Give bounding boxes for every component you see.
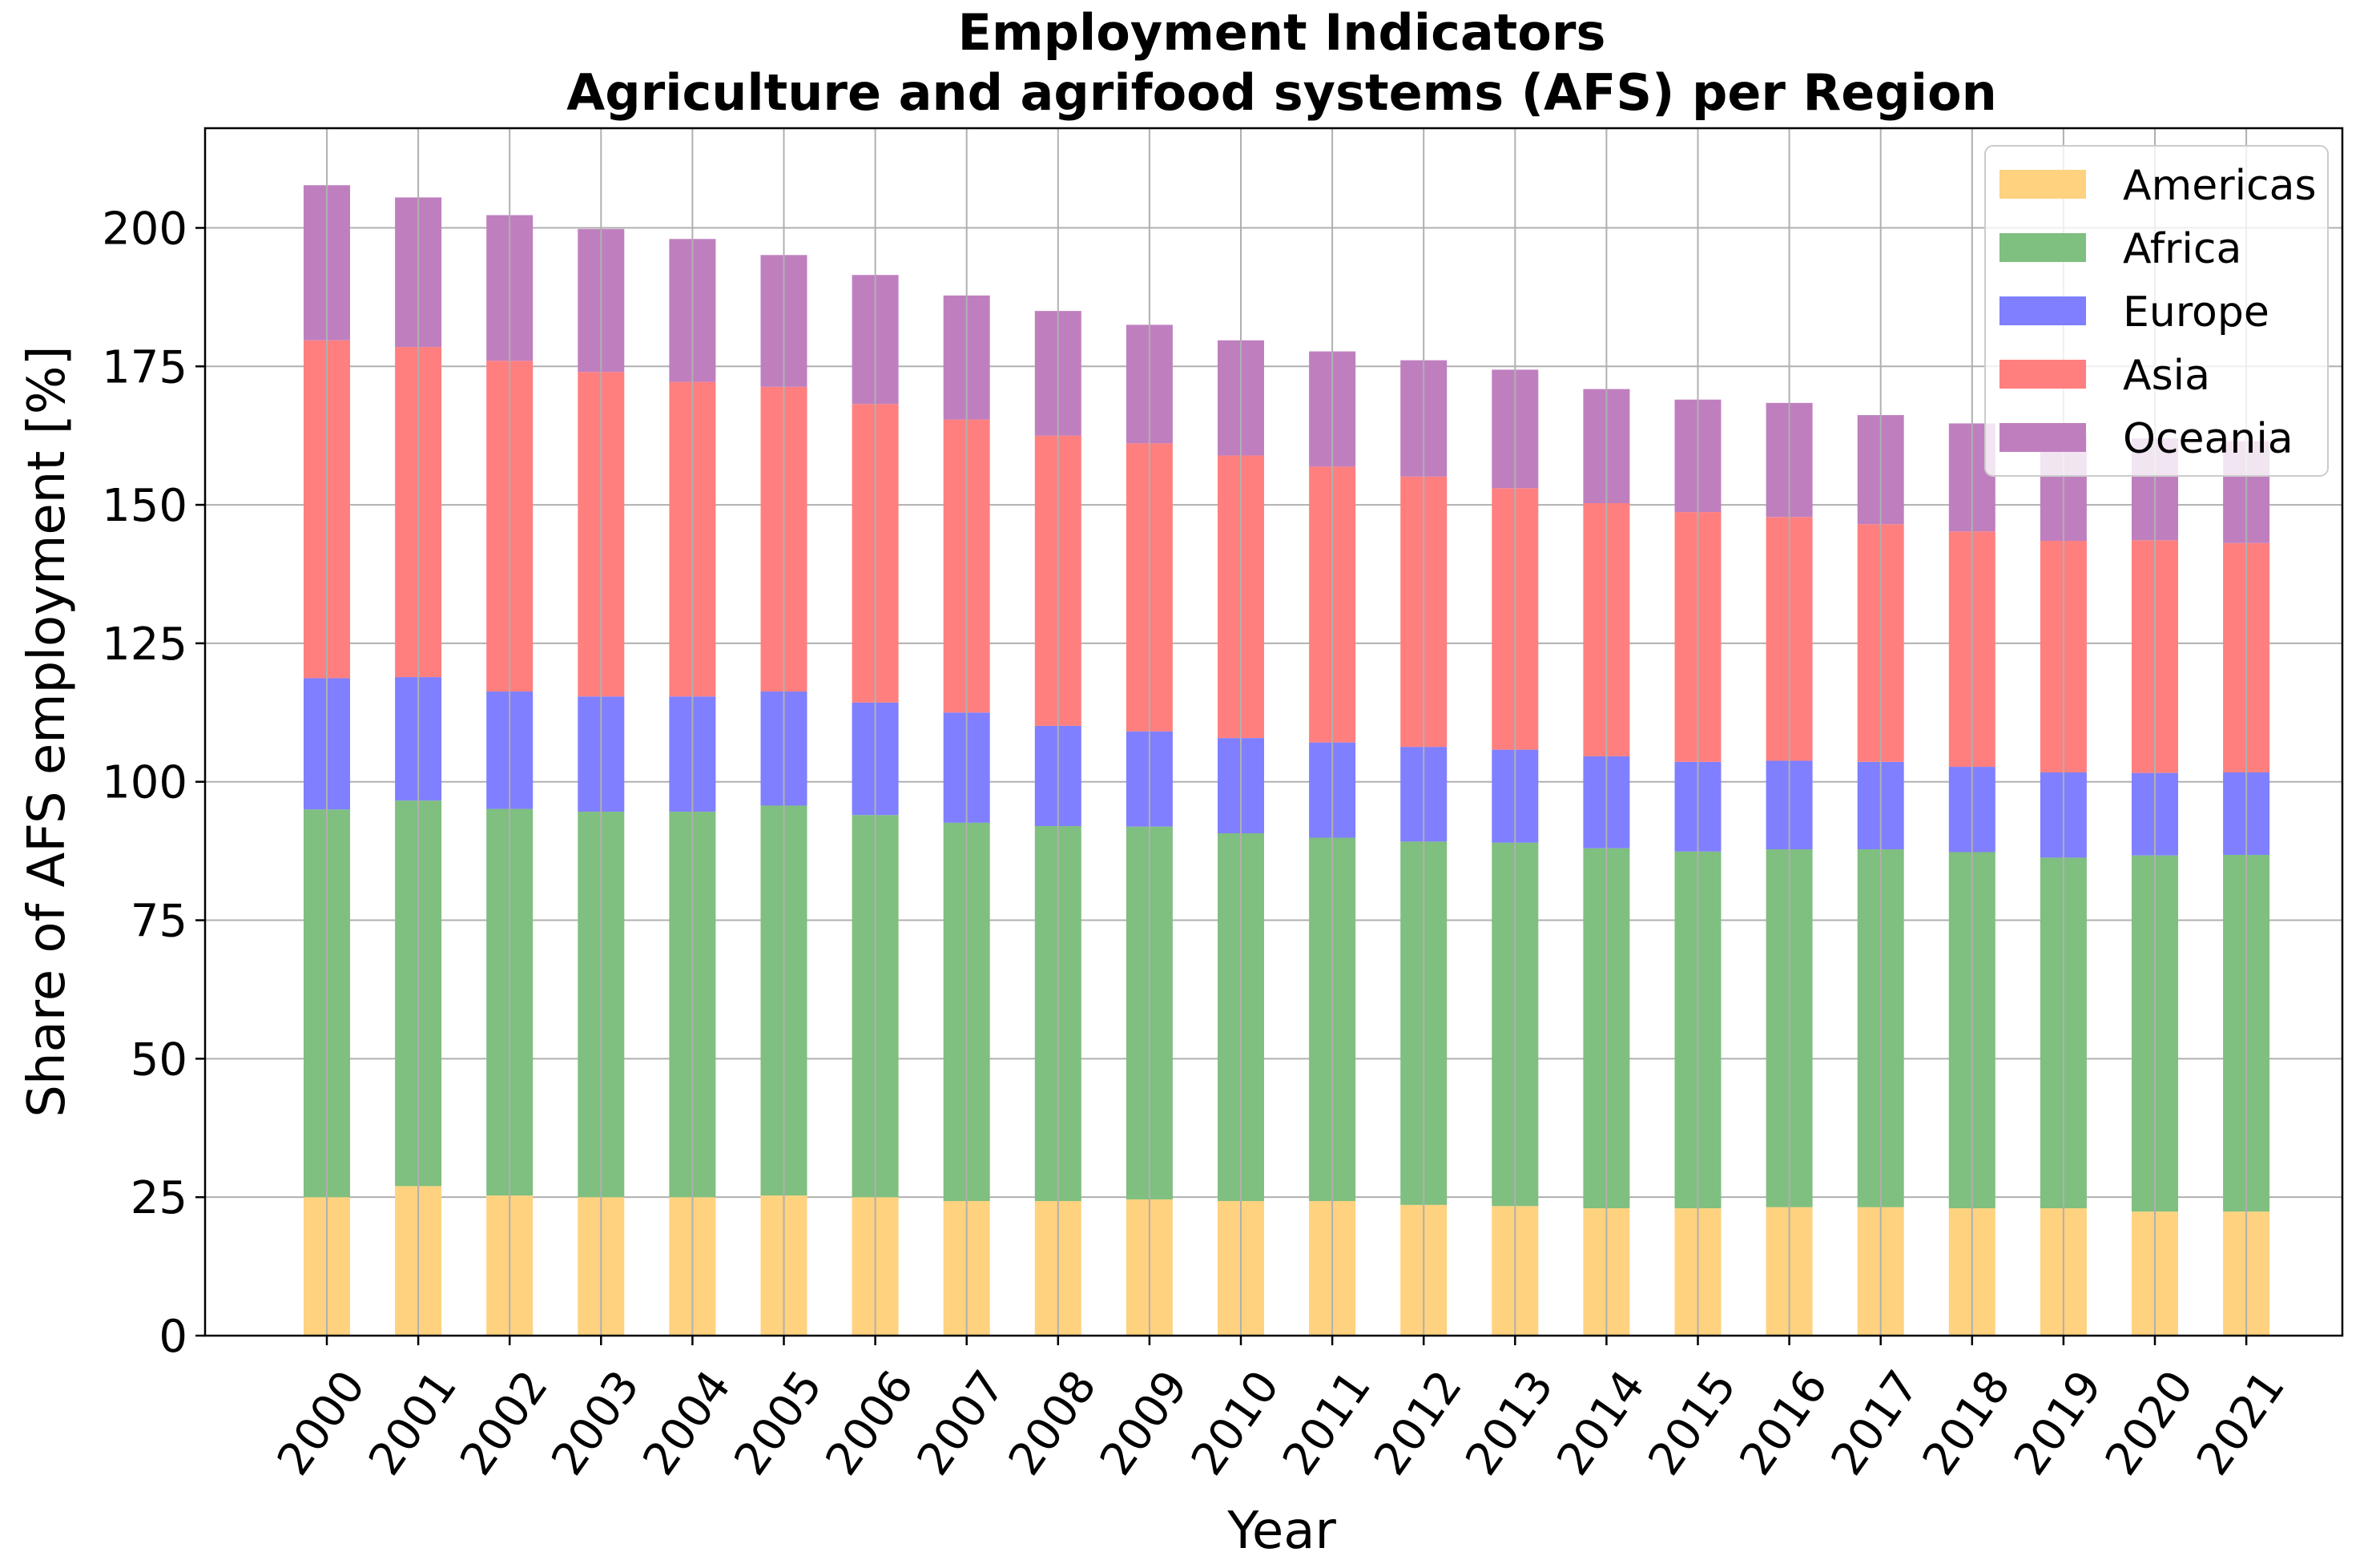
y-tick-label: 75	[131, 896, 187, 948]
plot-area-frame	[203, 127, 2344, 1337]
legend-swatch-asia	[1999, 360, 2086, 389]
legend-swatch-europe	[1999, 296, 2086, 325]
legend: Americas Africa Europe Asia Oceania	[1984, 145, 2329, 477]
legend-label-europe: Europe	[2123, 288, 2269, 337]
legend-swatch-oceania	[1999, 423, 2086, 452]
legend-swatch-americas	[1999, 170, 2086, 199]
chart-subtitle: Agriculture and agrifood systems (AFS) p…	[566, 63, 1996, 122]
legend-label-africa: Africa	[2123, 225, 2241, 273]
y-tick-label: 0	[159, 1311, 187, 1363]
y-tick-label: 125	[102, 619, 187, 671]
y-tick-label: 100	[102, 757, 187, 809]
y-tick-label: 50	[131, 1034, 187, 1086]
y-axis-label: Share of AFS employment [%]	[18, 345, 77, 1117]
legend-label-asia: Asia	[2123, 352, 2210, 400]
x-axis-label: Year	[1226, 1501, 1336, 1561]
legend-label-americas: Americas	[2123, 162, 2317, 210]
y-tick-label: 150	[102, 480, 187, 532]
y-axis-ticks: 0 25 50 75 100 125 150 175 200	[102, 203, 205, 1363]
legend-swatch-africa	[1999, 233, 2086, 262]
y-tick-label: 175	[102, 341, 187, 393]
legend-box	[1984, 145, 2329, 477]
y-tick-label: 200	[102, 203, 187, 255]
legend-label-oceania: Oceania	[2123, 415, 2293, 463]
chart-title: Employment Indicators	[958, 3, 1606, 62]
y-tick-label: 25	[131, 1172, 187, 1224]
